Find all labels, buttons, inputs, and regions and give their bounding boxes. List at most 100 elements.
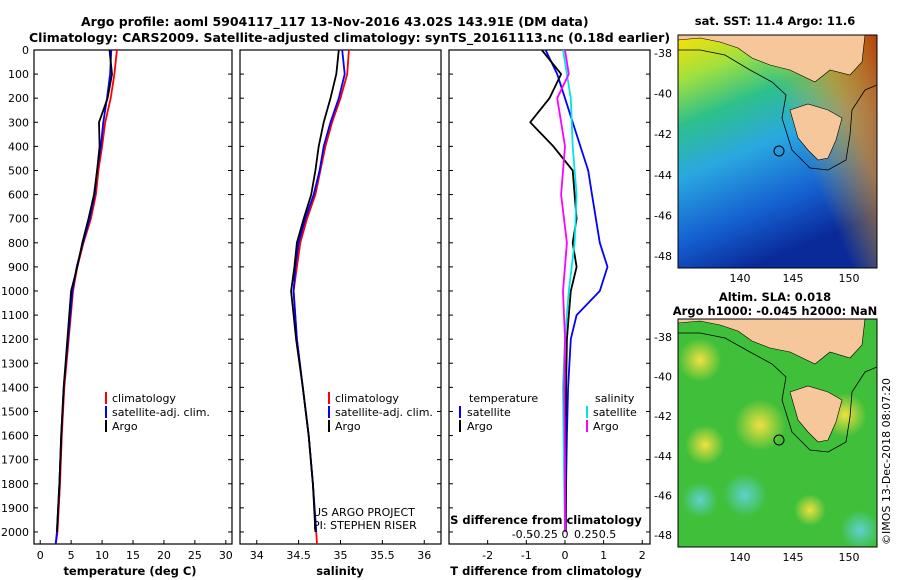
x-tick-label: 35 [334,549,348,562]
x-tick-label: 30 [219,549,233,562]
map-lat-tick-label: -42 [654,128,672,141]
x-tick-label: 15 [126,549,140,562]
credit-line-2: PI: STEPHEN RISER [313,519,417,532]
series-line-salinity-satellite [562,49,578,533]
legend-argo-label: Argo [112,420,138,433]
temperature-panel-frame [33,49,233,545]
depth-tick-label: 1900 [1,502,29,515]
x-tick-label: 36 [417,549,431,562]
x-tick-label: 0 [561,549,568,562]
title-line-1: Argo profile: aoml 5904117_117 13-Nov-20… [81,14,589,30]
x-tick-label: -2 [482,549,493,562]
x-tick-label: 1 [600,549,607,562]
credit-line-1: US ARGO PROJECT [313,506,415,519]
sst-map [678,35,877,268]
legend-satellite-label: satellite-adj. clim. [112,406,210,419]
series-line-climatology [54,49,118,545]
series-line-temperature-satellite [544,49,609,533]
depth-tick-label: 2000 [1,526,29,539]
series-line-satellite-adj-clim- [292,49,346,533]
map-lon-tick-label: 145 [783,551,804,564]
map-lat-tick-label: -46 [654,489,672,502]
sst-map-title: sat. SST: 11.4 Argo: 11.6 [695,14,855,28]
sla-argo-location-marker [773,434,785,446]
depth-tick-label: 1100 [1,309,29,322]
depth-tick-label: 1400 [1,381,29,394]
temperature-axis-label: temperature (deg C) [63,564,196,578]
x-tick-label: 25 [188,549,202,562]
sla-tasmania-landmass [789,385,843,443]
map-lat-tick-label: -40 [654,88,672,101]
legend-argo-label: Argo [335,420,361,433]
depth-tick-label: 500 [8,164,29,177]
x-tick-label: 35.5 [370,549,395,562]
legend-salinity-header: salinity [595,392,635,405]
map-lat-tick-label: -38 [654,331,672,344]
sst-argo-location-marker [773,145,785,157]
salinity-panel-frame [239,49,442,545]
s-diff-tick-label: 0 [561,528,568,541]
legend-t-satellite-label: satellite [467,406,511,419]
depth-tick-label: 200 [8,92,29,105]
legend-temperature-header: temperature [469,392,538,405]
legend-satellite-label: satellite-adj. clim. [335,406,433,419]
sst-map-ticks: 140 145 150 -38 -40 -42 -44 -46 -48 [654,47,859,285]
depth-tick-label: 900 [8,261,29,274]
sst-tasmania-landmass [789,103,843,161]
sst-shelf-contour [678,49,877,171]
legend-climatology-label: climatology [112,392,176,405]
map-lat-tick-label: -48 [654,250,672,263]
depth-tick-label: 600 [8,189,29,202]
sla-map [678,319,877,547]
map-lon-tick-label: 150 [839,551,860,564]
depth-tick-label: 1800 [1,478,29,491]
x-tick-label: 34.5 [286,549,311,562]
x-tick-label: 2 [639,549,646,562]
depth-tick-label: 0 [22,44,29,57]
series-line-temperature-argo [529,49,578,532]
depth-tick-label: 800 [8,237,29,250]
x-tick-label: 5 [68,549,75,562]
map-lat-tick-label: -40 [654,371,672,384]
depth-tick-label: 400 [8,140,29,153]
sla-shelf-contour [678,332,877,453]
map-lon-tick-label: 145 [783,272,804,285]
series-line-argo [290,49,340,533]
map-lon-tick-label: 150 [839,272,860,285]
legend-climatology-label: climatology [335,392,399,405]
series-line-satellite-adj-clim- [54,49,113,545]
sla-map-title-2: Argo h1000: -0.045 h2000: NaN [673,304,877,318]
depth-axis: 0 100 200 300 400 500 600 700 800 900 1000 1100 1200… [1,44,29,539]
map-lat-tick-label: -48 [654,529,672,542]
difference-legend: temperature salinity satellite Argo sate… [459,392,637,433]
map-lon-tick-label: 140 [730,272,751,285]
sla-map-title-1: Altim. SLA: 0.018 [719,290,831,304]
temperature-legend: climatology satellite-adj. clim. Argo [105,392,210,433]
s-difference-axis-label: S difference from climatology [450,513,642,527]
difference-panel-frame [448,49,651,545]
s-diff-tick-label: -0.5 [512,528,533,541]
depth-tick-label: 1700 [1,454,29,467]
depth-tick-label: 1500 [1,405,29,418]
title-line-2: Climatology: CARS2009. Satellite-adjuste… [29,30,670,46]
salinity-legend: climatology satellite-adj. clim. Argo [328,392,433,433]
map-lat-tick-label: -42 [654,410,672,423]
t-difference-axis-label: T difference from climatology [450,564,642,578]
legend-t-argo-label: Argo [467,420,493,433]
salinity-difference-ticks: -0.5-0.25 0 0.25 0.5 [512,528,617,541]
depth-tick-label: 1600 [1,430,29,443]
x-tick-label: 20 [157,549,171,562]
s-diff-tick-label: 0.5 [599,528,617,541]
depth-tick-label: 300 [8,116,29,129]
map-lat-tick-label: -38 [654,47,672,60]
s-diff-tick-label: -0.25 [529,528,557,541]
s-diff-tick-label: 0.25 [574,528,599,541]
map-lat-tick-label: -46 [654,209,672,222]
map-lat-tick-label: -44 [654,169,672,182]
sst-australia-landmass [678,35,866,83]
x-tick-label: 10 [95,549,109,562]
salinity-panel [240,49,441,545]
x-tick-label: 34 [250,549,264,562]
series-line-climatology [292,49,350,545]
map-lon-tick-label: 140 [730,551,751,564]
